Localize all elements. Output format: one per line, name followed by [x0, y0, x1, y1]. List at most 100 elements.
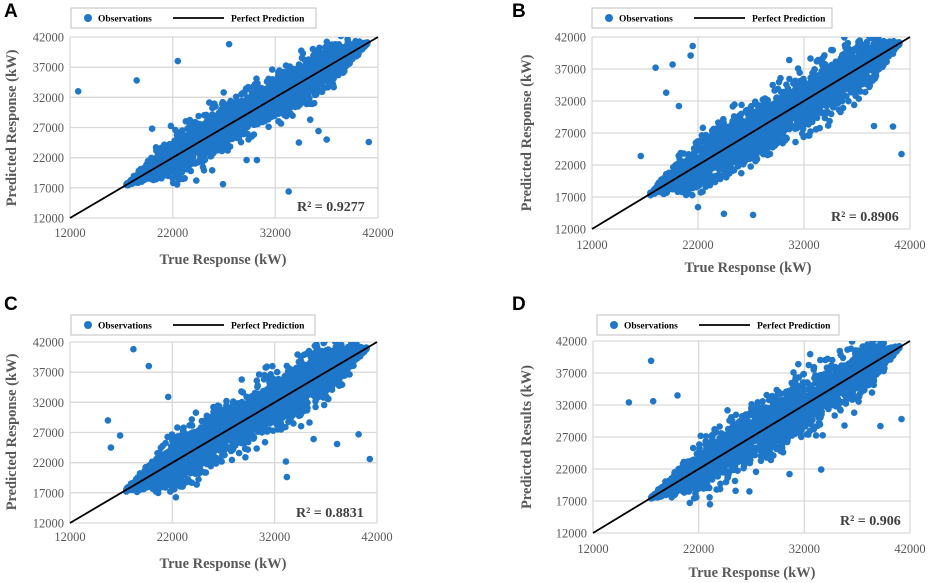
observation-point — [331, 30, 338, 37]
observation-point — [861, 88, 869, 96]
observation-point — [827, 70, 835, 77]
panel-letter: B — [512, 1, 526, 22]
y-tick-label: 32000 — [33, 91, 64, 105]
observation-point — [339, 65, 346, 73]
observation-point — [343, 61, 351, 69]
y-tick-label: 42000 — [555, 31, 586, 45]
outlier-point — [365, 138, 373, 146]
observation-point — [315, 46, 323, 54]
observation-point — [206, 120, 214, 127]
observation-point — [276, 67, 283, 74]
observation-point — [209, 111, 216, 118]
y-tick-label: 37000 — [33, 61, 64, 75]
observation-point — [208, 167, 216, 174]
observation-point — [807, 128, 814, 135]
observation-point — [195, 112, 202, 120]
observation-point — [697, 189, 704, 196]
observation-point — [296, 101, 304, 108]
observation-point — [850, 101, 858, 109]
observation-point — [275, 97, 283, 105]
outlier-point — [193, 177, 200, 184]
y-tick-label: 17000 — [555, 191, 586, 205]
observation-point — [220, 89, 227, 96]
observation-point — [253, 109, 261, 116]
observation-point — [281, 75, 288, 82]
outlier-point — [285, 188, 293, 195]
observation-point — [145, 159, 153, 167]
observation-point — [200, 141, 207, 148]
observation-point — [305, 56, 312, 63]
observation-point — [826, 117, 833, 125]
observation-point — [194, 126, 201, 133]
observation-point — [290, 71, 297, 78]
observation-point — [185, 158, 192, 165]
observation-point — [242, 116, 250, 124]
legend: Observations Perfect Prediction — [70, 7, 317, 29]
outlier-point — [219, 180, 227, 188]
observation-point — [251, 81, 259, 88]
observation-point — [859, 41, 867, 49]
outlier-point — [243, 156, 250, 164]
observation-point — [173, 131, 181, 139]
observation-point — [225, 134, 232, 141]
observation-point — [295, 70, 302, 78]
observation-point — [295, 66, 303, 73]
y-axis-title: Predicted Response (kW) — [519, 54, 535, 211]
outlier-point — [323, 136, 331, 143]
observation-point — [827, 110, 835, 118]
observation-point — [711, 178, 719, 186]
observation-point — [200, 167, 208, 174]
observation-point — [153, 147, 160, 154]
observation-point — [771, 87, 778, 94]
observation-point — [243, 102, 251, 109]
observation-point — [689, 191, 696, 199]
observation-point — [162, 154, 170, 161]
observation-point — [820, 61, 827, 68]
observation-point — [721, 133, 728, 141]
y-tick-label: 22000 — [33, 151, 64, 165]
observation-point — [199, 147, 206, 154]
legend-observations-marker — [84, 14, 92, 22]
observation-point — [738, 101, 745, 109]
x-tick-label: 42000 — [894, 238, 925, 252]
observation-point — [843, 93, 850, 100]
observation-point — [179, 127, 186, 134]
observation-point — [208, 148, 215, 156]
observation-point — [193, 136, 200, 143]
observation-point — [794, 65, 802, 72]
outlier-point — [225, 40, 233, 48]
observation-point — [324, 75, 332, 83]
observation-point — [799, 125, 807, 133]
x-tick-label: 32000 — [788, 238, 819, 252]
observation-point — [167, 147, 175, 154]
observation-point — [852, 92, 859, 100]
observation-point — [172, 126, 179, 134]
observation-point — [213, 116, 221, 123]
outlier-point — [253, 156, 261, 164]
observation-point — [166, 140, 173, 148]
observation-point — [808, 115, 816, 122]
observation-point — [720, 119, 727, 126]
observation-point — [321, 69, 329, 77]
observation-point — [152, 171, 160, 179]
observation-point — [873, 37, 880, 43]
observation-point — [356, 40, 364, 47]
observation-point — [851, 57, 858, 65]
observation-point — [738, 169, 745, 177]
observation-point — [754, 132, 762, 139]
observation-point — [150, 176, 157, 184]
observation-point — [314, 57, 321, 64]
observation-point — [720, 157, 728, 165]
observations-series — [637, 37, 905, 219]
observation-point — [768, 121, 775, 128]
observation-point — [752, 157, 759, 165]
observation-point — [847, 89, 855, 96]
observation-point — [747, 163, 754, 170]
observation-point — [337, 37, 345, 40]
observation-point — [268, 66, 276, 73]
observation-point — [315, 62, 322, 69]
observation-point — [759, 148, 766, 155]
observation-point — [235, 106, 243, 113]
y-tick-label: 27000 — [33, 121, 64, 135]
observation-point — [290, 95, 298, 102]
